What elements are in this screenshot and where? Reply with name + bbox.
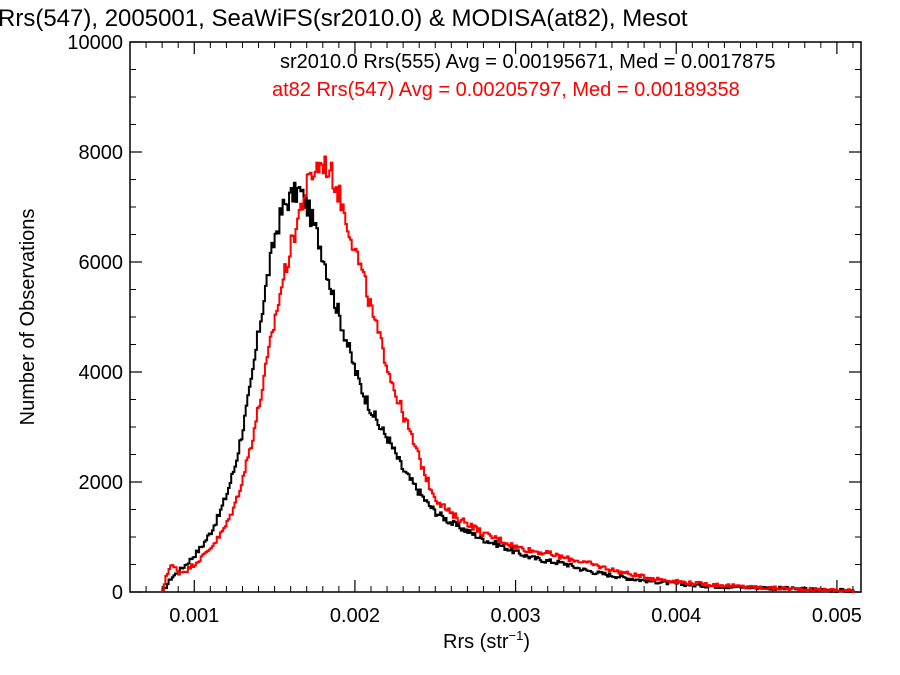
annotation-black: sr2010.0 Rrs(555) Avg = 0.00195671, Med … bbox=[280, 51, 776, 73]
series-black-line bbox=[161, 181, 855, 593]
x-axis-title-main: Rrs (str bbox=[443, 631, 509, 653]
y-tick-label: 4000 bbox=[79, 362, 124, 384]
x-tick-label: 0.005 bbox=[812, 605, 862, 627]
y-tick-label: 2000 bbox=[79, 472, 124, 494]
series-red-line bbox=[161, 155, 855, 593]
x-tick-label: 0.001 bbox=[169, 605, 219, 627]
y-axis-title: Number of Observations bbox=[17, 209, 39, 426]
series-layer bbox=[161, 155, 855, 593]
y-tick-label: 8000 bbox=[79, 142, 124, 164]
x-axis-title-end: ) bbox=[523, 631, 530, 653]
x-tick-label: 0.002 bbox=[330, 605, 380, 627]
x-axis-ticks: 0.001 0.002 0.003 0.004 0.005 bbox=[129, 42, 862, 627]
chart-title: Rrs(547), 2005001, SeaWiFS(sr2010.0) & M… bbox=[0, 5, 688, 32]
x-axis-title: Rrs (str−1) bbox=[443, 628, 530, 653]
x-axis-title-superscript: −1 bbox=[509, 628, 524, 643]
y-tick-label: 10000 bbox=[67, 32, 123, 54]
annotation-red: at82 Rrs(547) Avg = 0.00205797, Med = 0.… bbox=[272, 79, 740, 101]
y-tick-label: 0 bbox=[112, 582, 123, 604]
x-tick-label: 0.004 bbox=[651, 605, 701, 627]
plot-frame bbox=[129, 41, 862, 593]
y-tick-label: 6000 bbox=[79, 252, 124, 274]
plot-border bbox=[129, 41, 862, 593]
y-axis-ticks: 0 2000 4000 6000 8000 10000 bbox=[67, 32, 861, 604]
x-tick-label: 0.003 bbox=[491, 605, 541, 627]
